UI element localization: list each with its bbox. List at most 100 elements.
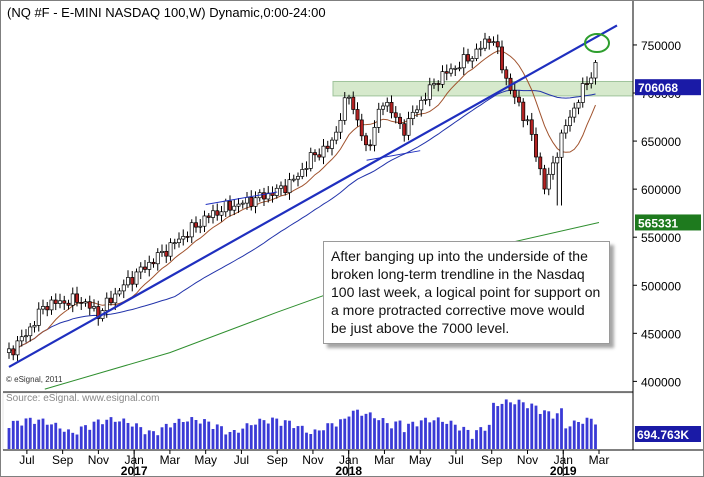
- x-month-label: May: [409, 453, 432, 467]
- candle-body: [393, 112, 398, 118]
- volume-bar: [24, 418, 28, 449]
- candle-body: [398, 116, 402, 125]
- candle-body: [19, 336, 24, 342]
- candle-body: [589, 77, 594, 84]
- volume-bar: [398, 420, 402, 449]
- volume-bar: [402, 432, 406, 449]
- volume-bar: [266, 423, 270, 449]
- volume-bar: [538, 413, 542, 449]
- volume-bar: [92, 421, 96, 449]
- volume-bar: [71, 432, 75, 449]
- candle-body: [70, 293, 75, 306]
- candle-body: [75, 293, 79, 303]
- x-month-label: Nov: [517, 453, 538, 467]
- volume-bar: [198, 423, 202, 449]
- x-month-label: Mar: [589, 453, 610, 467]
- volume-bar: [309, 434, 313, 449]
- candle-body: [189, 222, 194, 238]
- volume-bar: [228, 431, 232, 449]
- volume-bar: [564, 428, 568, 449]
- y-tick-label: 550000: [641, 231, 681, 245]
- candle-body: [444, 71, 449, 74]
- candle-body: [232, 205, 237, 211]
- volume-bar: [517, 399, 521, 449]
- candle-body: [32, 325, 37, 328]
- candle-body: [155, 252, 160, 265]
- candle-body: [45, 306, 50, 311]
- candle-body: [364, 135, 368, 146]
- candle-body: [262, 192, 266, 200]
- touch-highlight-circle: [584, 33, 610, 54]
- volume-bar: [343, 418, 347, 449]
- candle-body: [334, 131, 339, 141]
- volume-bar: [470, 438, 474, 449]
- volume-bar: [50, 424, 53, 449]
- candle-body: [79, 302, 84, 304]
- candle-body: [593, 62, 598, 79]
- y-tick-label: 400000: [641, 375, 681, 389]
- candle-body: [24, 335, 28, 338]
- volume-bar: [173, 422, 177, 449]
- candle-body: [321, 145, 326, 158]
- volume-bar: [360, 415, 364, 449]
- volume-bar: [237, 432, 240, 449]
- candle-body: [194, 222, 198, 228]
- volume-bar: [419, 420, 423, 449]
- volume-bar: [441, 421, 444, 449]
- candle-body: [572, 107, 577, 118]
- volume-bar: [526, 408, 529, 449]
- candle-body: [389, 102, 394, 114]
- candle-body: [568, 116, 572, 127]
- candle-body: [109, 297, 113, 304]
- volume-bar: [487, 424, 491, 449]
- volume-bar: [7, 428, 11, 449]
- candle-body: [206, 215, 211, 218]
- volume-bar: [215, 424, 219, 449]
- candle-body: [96, 306, 101, 319]
- candle-body: [483, 38, 487, 49]
- volume-bar: [445, 423, 449, 449]
- candle-body: [245, 196, 249, 204]
- candle-body: [525, 119, 530, 122]
- candle-body: [406, 118, 411, 136]
- volume-bar: [521, 402, 525, 449]
- candle-body: [185, 236, 190, 238]
- volume-bar: [88, 429, 92, 449]
- volume-bar: [436, 417, 440, 449]
- volume-bar: [33, 423, 36, 449]
- volume-bar: [483, 430, 487, 449]
- volume-bar: [381, 418, 385, 449]
- volume-bar: [203, 419, 206, 449]
- volume-bar: [334, 426, 338, 449]
- volume-bar: [504, 399, 508, 449]
- volume-bar: [152, 431, 155, 449]
- volume-bar: [572, 420, 576, 449]
- x-month-label: Sep: [481, 453, 503, 467]
- candle-body: [376, 108, 381, 128]
- candle-body: [432, 83, 436, 86]
- candle-body: [300, 169, 305, 177]
- candle-body: [563, 125, 568, 134]
- x-month-label: Sep: [52, 453, 74, 467]
- volume-bar: [41, 418, 45, 449]
- candle-body: [49, 299, 54, 311]
- volume-bar: [373, 418, 376, 449]
- candle-body: [381, 105, 385, 110]
- volume-bar: [177, 418, 181, 449]
- volume-bar: [109, 417, 113, 449]
- candle-body: [317, 154, 322, 158]
- candle-body: [410, 111, 415, 119]
- candle-body: [28, 326, 33, 337]
- candle-body: [83, 301, 88, 304]
- candle-body: [585, 83, 589, 85]
- candle-body: [308, 152, 313, 169]
- volume-bar: [67, 429, 70, 449]
- chart-title: (NQ #F - E-MINI NASDAQ 100,W) Dynamic,0:…: [7, 5, 326, 20]
- candle-body: [41, 306, 45, 310]
- candle-body: [36, 308, 41, 326]
- x-year-label: 2017: [121, 464, 148, 476]
- volume-tag: 694.763K: [637, 428, 689, 442]
- candle-body: [130, 277, 135, 285]
- candle-body: [7, 348, 11, 353]
